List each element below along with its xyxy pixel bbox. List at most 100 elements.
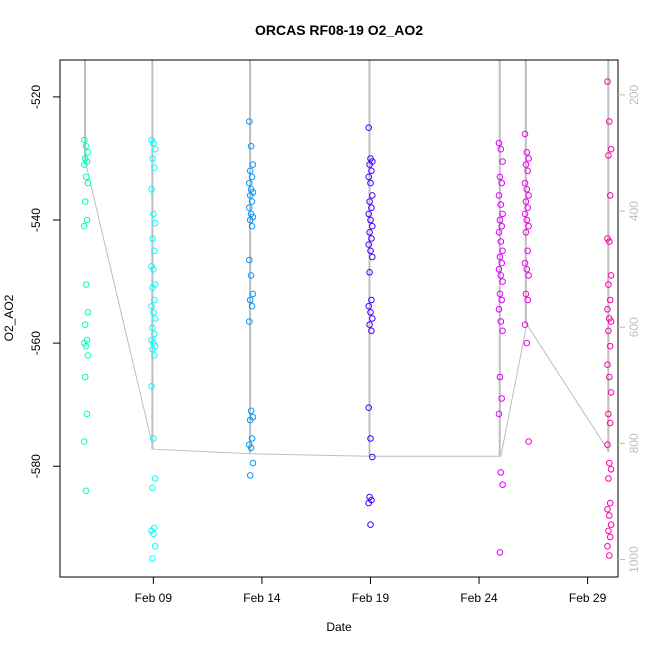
y2-tick-label: 800 <box>627 433 641 453</box>
data-point <box>149 155 156 162</box>
data-point <box>606 419 614 427</box>
data-point <box>367 216 374 224</box>
y2-tick-label: 600 <box>627 317 641 337</box>
data-point <box>495 306 503 313</box>
data-point <box>151 296 158 304</box>
x-tick-label: Feb 14 <box>243 591 281 605</box>
secondary-series-layer <box>84 60 610 457</box>
data-point <box>81 136 88 144</box>
data-point <box>604 506 611 513</box>
data-point <box>366 229 373 236</box>
data-point <box>498 296 506 304</box>
data-point <box>523 186 531 193</box>
data-point <box>606 552 613 559</box>
y-axis: -520 -540 -560 -580 <box>29 85 60 478</box>
data-point <box>499 278 506 285</box>
data-point <box>83 410 91 418</box>
data-point <box>246 416 254 424</box>
data-point <box>246 192 254 199</box>
data-point <box>498 395 506 402</box>
data-point <box>498 179 506 187</box>
y2-tick-label: 400 <box>627 201 641 221</box>
data-point <box>497 272 505 279</box>
data-point <box>82 142 90 150</box>
data-point <box>497 469 505 476</box>
data-point <box>496 373 504 381</box>
data-point <box>249 459 257 467</box>
data-point <box>607 145 615 153</box>
data-point <box>365 404 373 412</box>
data-point <box>148 382 155 390</box>
plot-frame <box>59 59 619 578</box>
data-point <box>499 210 506 218</box>
data-point <box>366 321 373 329</box>
data-point <box>606 118 613 125</box>
data-point <box>496 173 504 181</box>
data-point <box>368 167 375 175</box>
x-axis-label: Date <box>326 620 352 634</box>
data-point <box>495 266 503 273</box>
data-point <box>525 438 532 445</box>
data-point <box>521 179 529 187</box>
data-point <box>369 453 376 461</box>
data-point <box>523 149 531 156</box>
data-point <box>249 290 257 298</box>
data-point <box>151 315 159 322</box>
data-point <box>365 499 373 507</box>
data-point <box>81 198 89 205</box>
data-point <box>84 179 92 187</box>
data-point <box>247 142 255 150</box>
data-point <box>246 296 254 304</box>
data-point <box>150 210 157 218</box>
data-point <box>149 324 156 332</box>
data-point <box>148 186 155 193</box>
data-point <box>247 272 255 279</box>
data-point <box>246 318 253 325</box>
data-point <box>604 542 611 550</box>
data-point <box>365 302 373 310</box>
data-point <box>248 198 256 205</box>
data-point <box>524 296 532 304</box>
x-tick-label: Feb 09 <box>135 591 173 605</box>
data-point <box>151 164 158 171</box>
data-point <box>369 253 376 261</box>
data-point <box>83 216 91 224</box>
data-point <box>524 204 532 211</box>
data-point <box>248 302 256 310</box>
data-point <box>366 161 373 168</box>
data-point <box>525 155 532 162</box>
data-point <box>151 475 159 482</box>
data-point <box>367 521 374 529</box>
data-point <box>606 533 614 541</box>
data-point <box>366 269 373 276</box>
data-point <box>151 145 159 153</box>
y-tick-label: -560 <box>29 331 43 355</box>
data-point <box>81 321 89 329</box>
chart-title: ORCAS RF08-19 O2_AO2 <box>255 22 423 38</box>
scatter-points-layer <box>81 78 615 562</box>
data-point <box>84 149 92 156</box>
y-axis-label: O2_AO2 <box>2 294 16 341</box>
data-point <box>523 216 531 224</box>
data-point <box>606 342 614 350</box>
data-point <box>606 296 614 304</box>
data-point <box>368 235 375 242</box>
data-point <box>605 410 612 418</box>
data-point <box>521 210 529 218</box>
data-point <box>82 281 90 288</box>
data-point <box>605 152 612 159</box>
x-tick-label: Feb 29 <box>569 591 607 605</box>
data-point <box>607 318 615 325</box>
data-point <box>151 330 158 338</box>
data-point <box>246 167 254 175</box>
data-point <box>367 179 374 187</box>
secondary-line <box>85 164 610 457</box>
data-point <box>498 222 506 230</box>
data-point <box>149 284 156 292</box>
data-point <box>151 247 158 255</box>
data-point <box>149 484 156 492</box>
data-point <box>607 272 615 279</box>
data-point <box>369 192 376 199</box>
data-point <box>605 475 612 482</box>
